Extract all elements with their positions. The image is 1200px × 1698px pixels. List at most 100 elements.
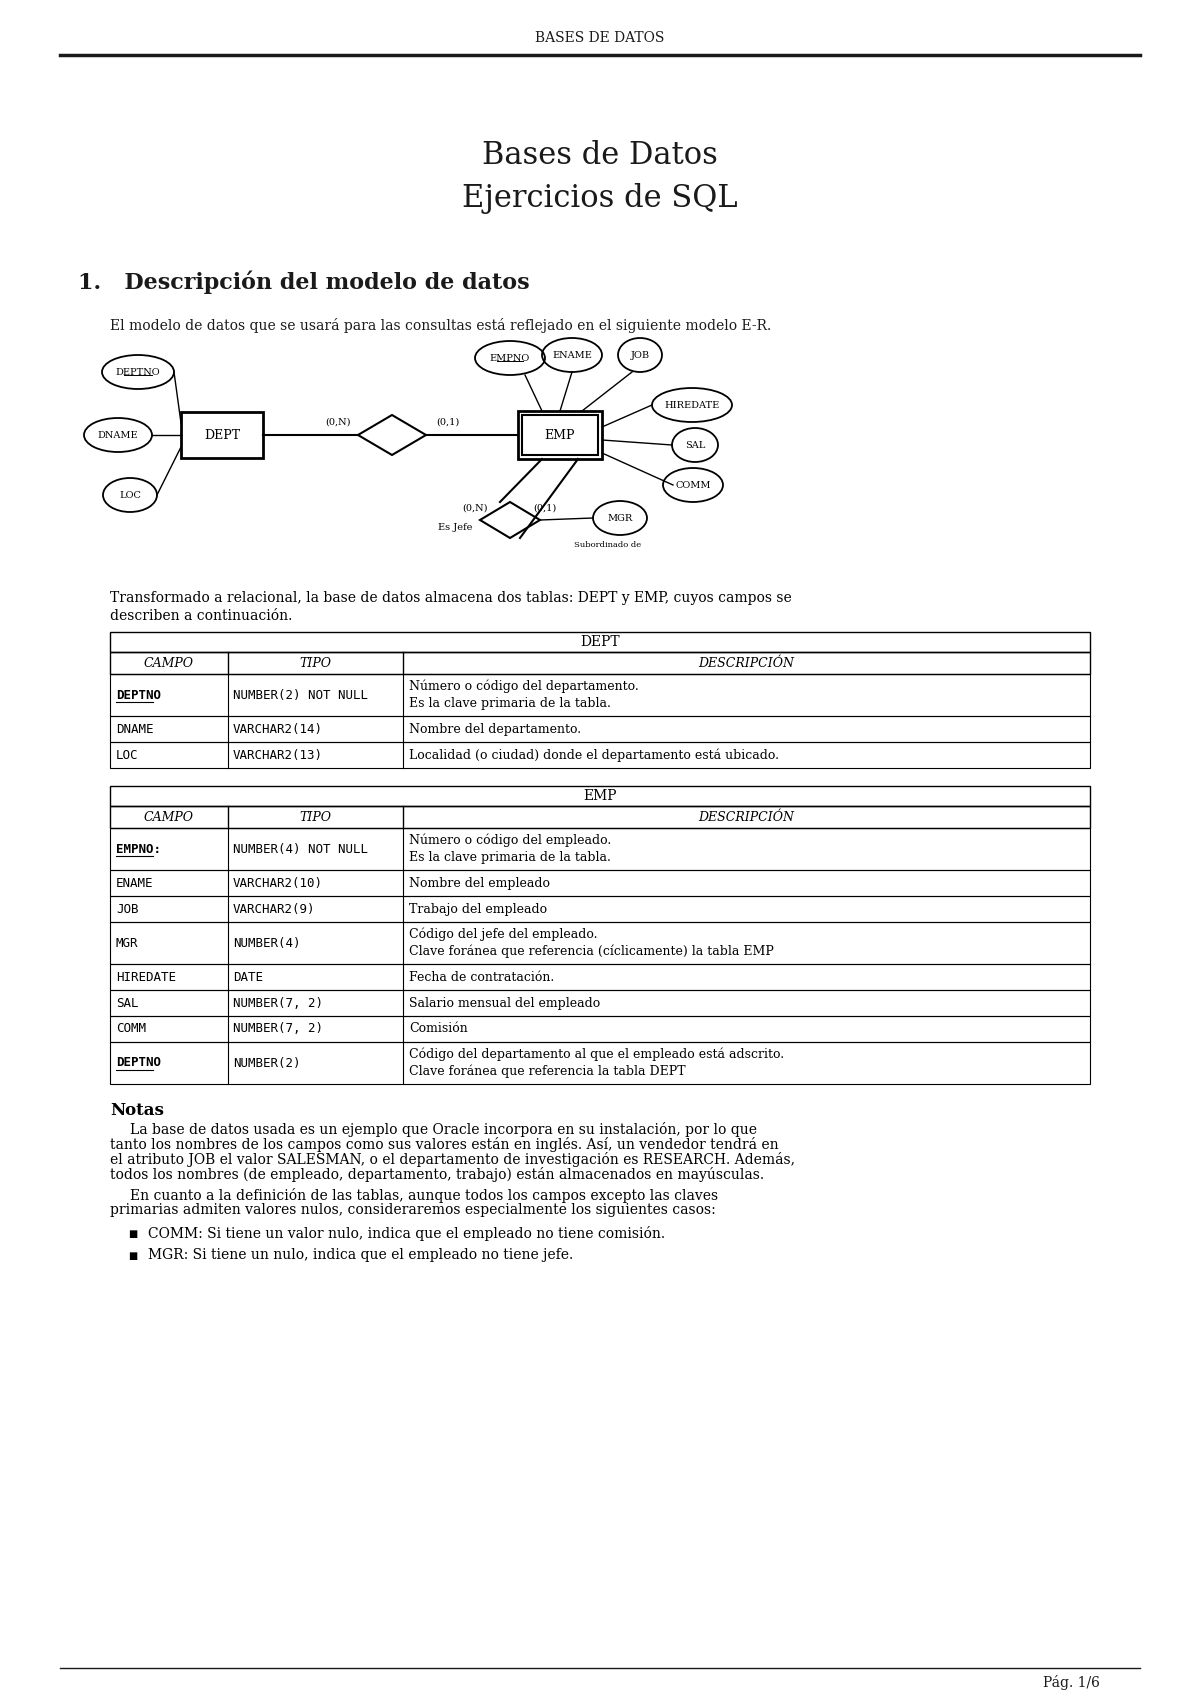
Text: MGR: MGR [607, 513, 632, 523]
Text: COMM: COMM [676, 481, 710, 489]
Text: el atributo JOB el valor SALESMAN, o el departamento de investigación es RESEARC: el atributo JOB el valor SALESMAN, o el … [110, 1151, 796, 1167]
Bar [110, 990, 1090, 1015]
Bar [110, 786, 1090, 807]
Bar [110, 1043, 1090, 1083]
Text: LOC: LOC [119, 491, 140, 499]
Text: DESCRIPCIÓN: DESCRIPCIÓN [698, 657, 794, 669]
Text: primarias admiten valores nulos, consideraremos especialmente los siguientes cas: primarias admiten valores nulos, conside… [110, 1202, 715, 1217]
Text: Pág. 1/6: Pág. 1/6 [1043, 1676, 1100, 1691]
Text: MGR: Si tiene un nulo, indica que el empleado no tiene jefe.: MGR: Si tiene un nulo, indica que el emp… [148, 1248, 574, 1262]
Text: Número o código del empleado.: Número o código del empleado. [409, 834, 611, 847]
Text: CAMPO: CAMPO [144, 810, 194, 824]
Text: Bases de Datos: Bases de Datos [482, 139, 718, 170]
Text: NUMBER(4): NUMBER(4) [233, 937, 300, 949]
Text: El modelo de datos que se usará para las consultas está reflejado en el siguient: El modelo de datos que se usará para las… [110, 318, 772, 333]
Text: 1.   Descripción del modelo de datos: 1. Descripción del modelo de datos [78, 270, 529, 294]
Bar [110, 674, 1090, 717]
Text: SAL: SAL [116, 997, 138, 1010]
Text: EMP: EMP [583, 790, 617, 803]
Text: Es Jefe: Es Jefe [438, 523, 472, 531]
Text: Nombre del departamento.: Nombre del departamento. [409, 723, 581, 735]
Text: Salario mensual del empleado: Salario mensual del empleado [409, 997, 600, 1010]
Text: todos los nombres (de empleado, departamento, trabajo) están almacenados en mayú: todos los nombres (de empleado, departam… [110, 1167, 764, 1182]
Text: COMM: COMM [116, 1022, 146, 1036]
Bar [110, 742, 1090, 767]
Text: NUMBER(7, 2): NUMBER(7, 2) [233, 997, 323, 1010]
Text: ■: ■ [128, 1229, 137, 1240]
Text: TIPO: TIPO [300, 810, 331, 824]
Text: NUMBER(2) NOT NULL: NUMBER(2) NOT NULL [233, 688, 368, 701]
Text: La base de datos usada es un ejemplo que Oracle incorpora en su instalación, por: La base de datos usada es un ejemplo que… [130, 1122, 757, 1138]
Text: Comisión: Comisión [409, 1022, 468, 1036]
Text: NUMBER(2): NUMBER(2) [233, 1056, 300, 1070]
Text: (0,N): (0,N) [462, 504, 487, 513]
Text: Clave foránea que referencia la tabla DEPT: Clave foránea que referencia la tabla DE… [409, 1065, 685, 1078]
Text: Es la clave primaria de la tabla.: Es la clave primaria de la tabla. [409, 851, 611, 864]
Text: MGR: MGR [116, 937, 138, 949]
Text: NUMBER(7, 2): NUMBER(7, 2) [233, 1022, 323, 1036]
Text: DEPTNO: DEPTNO [115, 367, 161, 377]
Bar [522, 414, 598, 455]
Bar [518, 411, 602, 458]
Text: Es la clave primaria de la tabla.: Es la clave primaria de la tabla. [409, 696, 611, 710]
Text: EMPNO: EMPNO [490, 353, 530, 362]
Text: Clave foránea que referencia (cíclicamente) la tabla EMP: Clave foránea que referencia (cíclicamen… [409, 944, 774, 958]
Bar [110, 717, 1090, 742]
Text: Trabajo del empleado: Trabajo del empleado [409, 903, 547, 915]
Bar [110, 807, 1090, 829]
Text: SAL: SAL [685, 440, 706, 450]
Text: (0,N): (0,N) [325, 418, 350, 426]
Text: DESCRIPCIÓN: DESCRIPCIÓN [698, 810, 794, 824]
Text: Subordinado de: Subordinado de [575, 542, 642, 548]
Text: ENAME: ENAME [552, 350, 592, 360]
Text: EMPNO:: EMPNO: [116, 842, 161, 856]
Text: DEPT: DEPT [580, 635, 620, 649]
Text: DNAME: DNAME [116, 723, 154, 735]
Text: Código del jefe del empleado.: Código del jefe del empleado. [409, 927, 598, 941]
Text: NUMBER(4) NOT NULL: NUMBER(4) NOT NULL [233, 842, 368, 856]
Bar [110, 964, 1090, 990]
Text: COMM: Si tiene un valor nulo, indica que el empleado no tiene comisión.: COMM: Si tiene un valor nulo, indica que… [148, 1226, 665, 1241]
Text: LOC: LOC [116, 749, 138, 761]
Bar [110, 922, 1090, 964]
Bar [110, 632, 1090, 652]
Bar [110, 1015, 1090, 1043]
Text: BASES DE DATOS: BASES DE DATOS [535, 31, 665, 46]
Text: describen a continuación.: describen a continuación. [110, 610, 293, 623]
Text: DNAME: DNAME [97, 431, 138, 440]
Text: VARCHAR2(10): VARCHAR2(10) [233, 876, 323, 890]
Text: (0,1): (0,1) [437, 418, 460, 426]
Text: TIPO: TIPO [300, 657, 331, 669]
Bar [110, 829, 1090, 869]
Text: DEPTNO: DEPTNO [116, 688, 161, 701]
Text: VARCHAR2(9): VARCHAR2(9) [233, 903, 316, 915]
Text: DEPT: DEPT [204, 428, 240, 441]
Text: VARCHAR2(13): VARCHAR2(13) [233, 749, 323, 761]
Text: Fecha de contratación.: Fecha de contratación. [409, 971, 554, 983]
Bar [110, 897, 1090, 922]
Text: Notas: Notas [110, 1102, 164, 1119]
Text: tanto los nombres de los campos como sus valores están en inglés. Así, un vended: tanto los nombres de los campos como sus… [110, 1138, 779, 1151]
Text: JOB: JOB [630, 350, 649, 360]
Text: DATE: DATE [233, 971, 263, 983]
Text: HIREDATE: HIREDATE [665, 401, 720, 409]
Bar [181, 413, 263, 458]
Text: ■: ■ [128, 1251, 137, 1262]
Text: DEPTNO: DEPTNO [116, 1056, 161, 1070]
Text: Ejercicios de SQL: Ejercicios de SQL [462, 182, 738, 214]
Text: Nombre del empleado: Nombre del empleado [409, 876, 550, 890]
Bar [110, 652, 1090, 674]
Text: Localidad (o ciudad) donde el departamento está ubicado.: Localidad (o ciudad) donde el departamen… [409, 749, 779, 762]
Text: Código del departamento al que el empleado está adscrito.: Código del departamento al que el emplea… [409, 1048, 784, 1061]
Text: EMP: EMP [545, 428, 575, 441]
Text: Transformado a relacional, la base de datos almacena dos tablas: DEPT y EMP, cuy: Transformado a relacional, la base de da… [110, 591, 792, 604]
Bar [110, 869, 1090, 897]
Text: JOB: JOB [116, 903, 138, 915]
Text: HIREDATE: HIREDATE [116, 971, 176, 983]
Text: Número o código del departamento.: Número o código del departamento. [409, 679, 638, 693]
Text: (0,1): (0,1) [533, 504, 557, 513]
Text: ENAME: ENAME [116, 876, 154, 890]
Text: En cuanto a la definición de las tablas, aunque todos los campos excepto las cla: En cuanto a la definición de las tablas,… [130, 1189, 718, 1202]
Text: VARCHAR2(14): VARCHAR2(14) [233, 723, 323, 735]
Text: CAMPO: CAMPO [144, 657, 194, 669]
